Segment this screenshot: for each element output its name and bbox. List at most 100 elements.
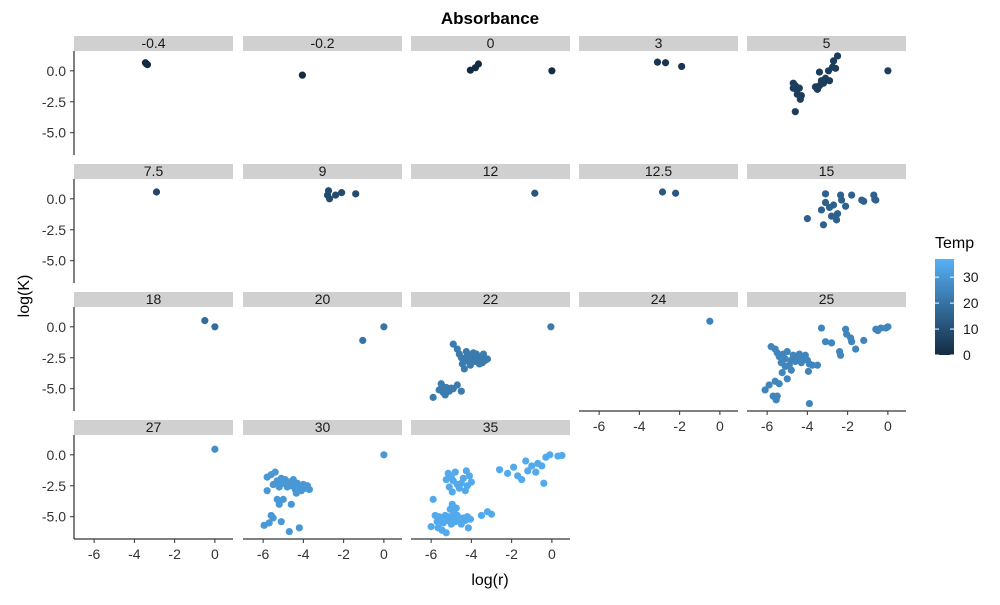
data-point bbox=[832, 216, 841, 224]
data-point bbox=[548, 67, 556, 75]
data-point bbox=[448, 488, 456, 496]
x-tick-label: 0 bbox=[884, 418, 892, 434]
facet-label: 35 bbox=[483, 419, 499, 435]
data-point bbox=[292, 489, 300, 497]
legend-colorbar bbox=[935, 259, 954, 355]
facet-panel: 3 bbox=[579, 35, 738, 71]
y-tick-label: -5.0 bbox=[42, 125, 66, 141]
data-point bbox=[447, 384, 455, 392]
data-point bbox=[658, 188, 667, 196]
data-point bbox=[460, 365, 468, 373]
data-point bbox=[789, 84, 797, 92]
facet-label: 20 bbox=[315, 291, 331, 307]
data-point bbox=[279, 495, 287, 503]
data-point bbox=[821, 190, 830, 198]
data-point bbox=[661, 59, 670, 67]
facet-panel: 25 -6 -4 -2 0 bbox=[747, 291, 906, 434]
data-point bbox=[479, 350, 488, 358]
data-point bbox=[271, 468, 279, 476]
facet-label: -0.4 bbox=[141, 35, 165, 51]
data-point bbox=[804, 367, 812, 375]
facet-panel: 12 bbox=[411, 163, 570, 197]
data-point bbox=[813, 361, 822, 369]
facet-strip bbox=[411, 420, 570, 435]
x-tick-label: -2 bbox=[841, 418, 854, 434]
data-point bbox=[462, 467, 470, 475]
x-tick-label: -6 bbox=[257, 546, 270, 562]
legend-tick-label: 0 bbox=[963, 347, 971, 363]
y-tick-label: -5.0 bbox=[42, 381, 66, 397]
y-tick-label: -2.5 bbox=[42, 222, 66, 238]
data-point bbox=[783, 375, 791, 383]
data-point bbox=[438, 382, 446, 390]
data-point bbox=[821, 338, 830, 346]
data-point bbox=[441, 391, 449, 399]
facet-strip bbox=[747, 164, 906, 179]
data-point bbox=[325, 195, 334, 203]
y-tick-label: -2.5 bbox=[42, 478, 66, 494]
data-point bbox=[427, 523, 435, 531]
legend-tick-label: 20 bbox=[963, 295, 979, 311]
data-point bbox=[152, 188, 161, 196]
facet-strip bbox=[74, 164, 233, 179]
y-tick-label: 0.0 bbox=[47, 319, 67, 335]
data-point bbox=[462, 347, 470, 356]
x-tick-label: -4 bbox=[128, 546, 141, 562]
facet-label: 9 bbox=[319, 163, 327, 179]
data-point bbox=[269, 514, 277, 522]
data-point bbox=[842, 202, 850, 210]
data-point bbox=[821, 198, 830, 207]
data-point bbox=[815, 68, 824, 76]
data-point bbox=[795, 84, 803, 92]
x-tick-label: -4 bbox=[633, 418, 646, 434]
facet-panel: 22 bbox=[411, 291, 570, 401]
data-point bbox=[518, 475, 526, 484]
data-point bbox=[817, 324, 826, 332]
data-point bbox=[380, 323, 388, 331]
data-point bbox=[833, 210, 842, 218]
data-point bbox=[338, 189, 346, 197]
data-point bbox=[504, 469, 512, 477]
y-tick-label: -5.0 bbox=[42, 509, 66, 525]
facet-strip bbox=[747, 36, 906, 51]
facet-panel: 30 -6 -4 -2 0 bbox=[243, 419, 402, 562]
data-point bbox=[860, 197, 868, 205]
data-point bbox=[819, 221, 828, 229]
facet-strip bbox=[747, 292, 906, 307]
data-point bbox=[528, 462, 536, 470]
data-point bbox=[831, 64, 840, 72]
data-point bbox=[275, 500, 283, 508]
facet-panel: -0.4 0.0 -2.5 -5.0 bbox=[42, 35, 233, 155]
legend-tick-label: 10 bbox=[963, 321, 979, 337]
data-point bbox=[848, 191, 856, 199]
data-point bbox=[524, 467, 532, 475]
facet-strip bbox=[411, 36, 570, 51]
data-point bbox=[796, 95, 804, 103]
data-point bbox=[464, 524, 472, 532]
facet-label: 0 bbox=[487, 35, 495, 51]
facet-strip bbox=[243, 420, 402, 435]
y-axis-label: log(K) bbox=[16, 275, 33, 318]
data-point bbox=[352, 190, 360, 198]
data-point bbox=[833, 52, 842, 60]
data-point bbox=[472, 350, 481, 358]
data-point bbox=[359, 336, 367, 345]
data-point bbox=[532, 468, 540, 476]
color-legend: Temp 0 10 20 30 bbox=[935, 235, 979, 363]
data-point bbox=[453, 381, 461, 389]
data-point bbox=[263, 487, 271, 495]
data-point bbox=[478, 359, 487, 367]
facet-panel: -0.2 bbox=[243, 35, 402, 79]
data-point bbox=[775, 380, 783, 388]
legend-tick-label: 30 bbox=[963, 269, 979, 285]
legend-title: Temp bbox=[935, 235, 974, 252]
x-tick-label: -2 bbox=[673, 418, 686, 434]
facet-label: 30 bbox=[315, 419, 331, 435]
data-point bbox=[483, 355, 492, 363]
facet-label: 15 bbox=[819, 163, 835, 179]
x-tick-label: 0 bbox=[211, 546, 219, 562]
data-point bbox=[538, 462, 546, 470]
data-point bbox=[761, 386, 769, 394]
data-point bbox=[852, 345, 860, 353]
